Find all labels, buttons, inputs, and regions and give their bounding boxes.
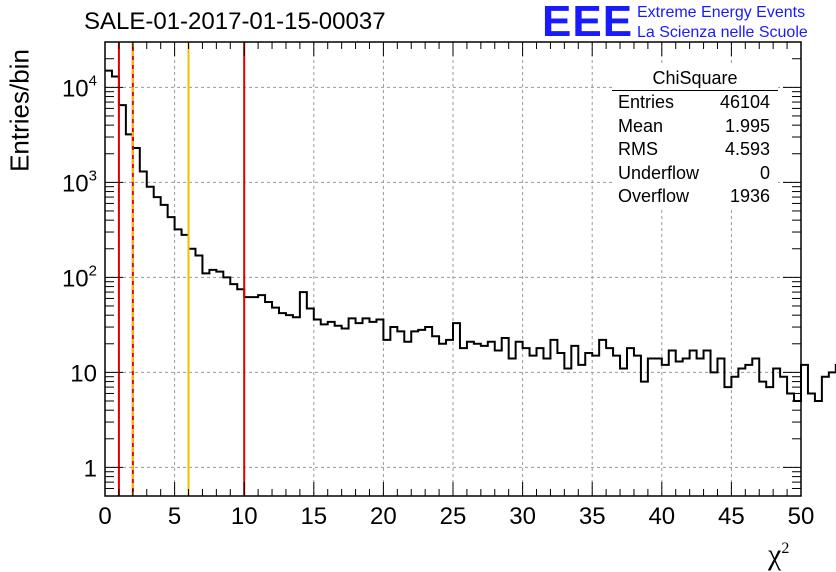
x-tick-label: 15 <box>300 503 327 530</box>
stats-value: 46104 <box>719 92 770 112</box>
stats-key: Underflow <box>618 162 700 183</box>
y-tick-label: 102 <box>62 262 97 292</box>
x-tick-label: 30 <box>509 503 536 530</box>
x-tick-label: 45 <box>718 503 745 530</box>
page-title: SALE-01-2017-01-15-00037 <box>84 8 386 35</box>
x-tick-label: 25 <box>440 503 467 530</box>
eee-logo: EEE Extreme Energy Events La Scienza nel… <box>542 0 834 46</box>
stats-key: RMS <box>618 139 658 159</box>
logo-line-2: La Scienza nelle Scuole <box>637 24 808 41</box>
stats-value: 0 <box>759 162 770 183</box>
x-tick-label: 50 <box>788 503 815 530</box>
histogram-series <box>105 69 836 402</box>
y-tick-label: 1 <box>84 455 97 482</box>
y-tick-label: 103 <box>62 167 97 197</box>
y-tick-label: 104 <box>62 72 97 102</box>
stats-box: ChiSquare Entries 46104 Mean 1.995 RMS 4… <box>612 66 778 208</box>
stats-value: 1936 <box>729 186 770 206</box>
logo-mark: EEE <box>542 0 634 46</box>
stats-value: 4.593 <box>724 139 770 159</box>
x-tick-label: 20 <box>370 503 397 530</box>
y-tick-label: 10 <box>70 360 97 387</box>
stats-key: Mean <box>618 115 664 136</box>
x-tick-label: 0 <box>98 503 111 530</box>
stats-title: ChiSquare <box>612 66 778 91</box>
x-tick-label: 5 <box>168 503 181 530</box>
stats-key: Overflow <box>618 186 690 206</box>
x-tick-label: 40 <box>648 503 675 530</box>
x-axis-label: χ2 <box>768 538 790 571</box>
stats-row-mean: Mean 1.995 <box>612 115 778 139</box>
stats-row-underflow: Underflow 0 <box>612 162 778 186</box>
logo-line-1: Extreme Energy Events <box>637 4 806 21</box>
stats-key: Entries <box>618 92 675 112</box>
stats-value: 1.995 <box>724 115 770 136</box>
x-tick-label: 10 <box>231 503 258 530</box>
stats-row-rms: RMS 4.593 <box>612 138 778 162</box>
x-tick-label: 35 <box>579 503 606 530</box>
stats-row-overflow: Overflow 1936 <box>612 185 778 209</box>
stats-row-entries: Entries 46104 <box>612 91 778 115</box>
